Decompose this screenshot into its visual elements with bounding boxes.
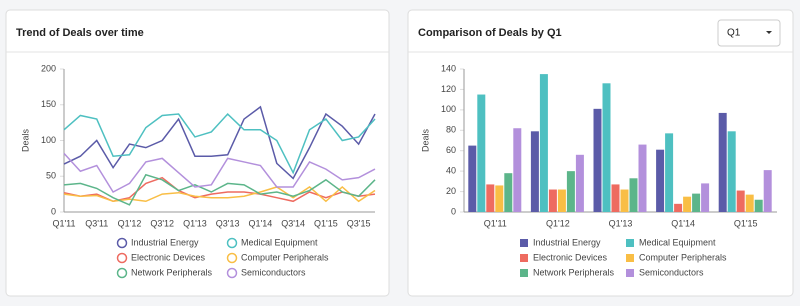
y-tick-label: 50 — [46, 171, 56, 181]
legend-label: Industrial Energy — [533, 237, 601, 247]
legend-marker — [626, 254, 634, 262]
x-tick-label: Q1'13 — [183, 218, 207, 228]
bar — [530, 131, 539, 212]
bar — [736, 190, 745, 212]
y-tick-label: 40 — [446, 166, 456, 176]
x-tick-label: Q1'12 — [546, 218, 570, 228]
legend-marker — [520, 239, 528, 247]
bar — [638, 144, 647, 212]
bar — [602, 83, 611, 212]
x-tick-label: Q3'11 — [85, 218, 108, 228]
y-tick-label: 150 — [41, 99, 56, 109]
x-tick-label: Q1'15 — [734, 218, 758, 228]
bar — [477, 94, 486, 212]
legend-marker — [116, 267, 128, 279]
y-tick-label: 60 — [446, 145, 456, 155]
bar — [495, 185, 504, 212]
card — [5, 9, 390, 297]
dropdown-caret — [766, 31, 772, 34]
x-tick-label: Q3'14 — [281, 218, 305, 228]
legend-marker — [116, 237, 128, 249]
legend-label: Network Peripherals — [131, 267, 213, 277]
dropdown-box[interactable] — [717, 19, 781, 47]
bar — [629, 178, 638, 212]
line — [63, 105, 376, 180]
bar — [611, 184, 620, 212]
bar — [763, 170, 772, 212]
bar — [718, 112, 727, 212]
legend-marker — [226, 267, 238, 279]
bar — [745, 194, 754, 212]
x-tick-label: Q3'12 — [150, 218, 174, 228]
legend-marker — [226, 252, 238, 264]
y-tick-label: 80 — [446, 125, 456, 135]
legend-marker — [626, 239, 634, 247]
bar — [575, 154, 584, 212]
legend-label: Semiconductors — [639, 267, 704, 277]
legend-label: Semiconductors — [241, 267, 306, 277]
bar — [486, 184, 495, 212]
y-tick-label: 0 — [51, 206, 56, 216]
y-tick-label: 140 — [441, 63, 456, 73]
bar — [674, 203, 683, 212]
quarter-dropdown[interactable]: Q1 — [717, 19, 781, 47]
bar — [701, 183, 710, 212]
bar — [665, 133, 674, 212]
bar — [539, 74, 548, 212]
bar — [468, 145, 477, 212]
bar — [513, 128, 522, 212]
legend-marker — [520, 254, 528, 262]
bar — [593, 108, 602, 212]
bar — [754, 199, 763, 212]
bar — [692, 193, 701, 212]
legend-label: Medical Equipment — [639, 237, 716, 247]
y-tick-label: 200 — [41, 63, 56, 73]
chart-title: Trend of Deals over time — [16, 27, 144, 39]
x-tick-label: Q1'13 — [609, 218, 633, 228]
x-tick-label: Q1'14 — [249, 218, 273, 228]
legend-marker — [226, 237, 238, 249]
legend-label: Computer Peripherals — [241, 252, 329, 262]
legend-marker — [626, 269, 634, 277]
legend-label: Network Peripherals — [533, 267, 615, 277]
bar — [548, 189, 557, 212]
y-axis-label: Deals — [20, 128, 30, 152]
bar — [504, 173, 513, 212]
line — [63, 152, 376, 193]
x-tick-label: Q1'11 — [484, 218, 507, 228]
x-tick-label: Q3'13 — [216, 218, 240, 228]
line — [63, 173, 376, 206]
bar — [656, 149, 665, 212]
legend-label: Electronic Devices — [533, 252, 608, 262]
x-tick-label: Q3'15 — [347, 218, 371, 228]
y-tick-label: 100 — [41, 135, 56, 145]
y-axis-label: Deals — [420, 128, 430, 152]
y-tick-label: 20 — [446, 186, 456, 196]
bar — [557, 189, 566, 212]
y-tick-label: 0 — [451, 206, 456, 216]
y-tick-label: 100 — [441, 104, 456, 114]
x-tick-label: Q1'12 — [118, 218, 142, 228]
x-tick-label: Q1'15 — [314, 218, 338, 228]
legend-label: Computer Peripherals — [639, 252, 727, 262]
line — [63, 112, 376, 175]
y-tick-label: 120 — [441, 84, 456, 94]
legend-marker — [520, 269, 528, 277]
legend-label: Industrial Energy — [131, 237, 199, 247]
legend-marker — [116, 252, 128, 264]
dropdown-value[interactable]: Q1 — [727, 28, 741, 39]
legend-label: Medical Equipment — [241, 237, 318, 247]
chart-title: Comparison of Deals by Q1 — [418, 27, 562, 39]
bar — [683, 196, 692, 212]
bar — [566, 171, 575, 212]
bar — [727, 131, 736, 212]
x-tick-label: Q1'14 — [671, 218, 695, 228]
line — [63, 185, 376, 203]
x-tick-label: Q1'11 — [52, 218, 75, 228]
bar — [620, 189, 629, 212]
legend-label: Electronic Devices — [131, 252, 206, 262]
